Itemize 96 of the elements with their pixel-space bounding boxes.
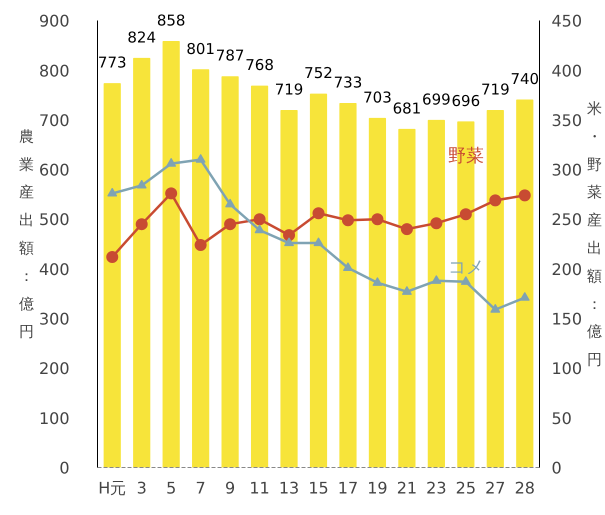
point (400, 223, 413, 236)
point (107, 188, 118, 197)
x-tick-label: 23 (426, 478, 447, 498)
data-label: 733 (334, 74, 362, 92)
data-label: 681 (392, 99, 422, 118)
point (225, 198, 236, 208)
point (283, 229, 296, 242)
text: 米・野菜産出額：億円 (587, 99, 602, 369)
point (430, 217, 442, 230)
x-tick-label: 13 (278, 478, 300, 498)
bar (310, 94, 328, 468)
y2-tick-label: 250 (552, 210, 582, 230)
bar (398, 128, 416, 468)
y-tick-label: 300 (38, 310, 70, 329)
point (136, 180, 147, 189)
point (314, 237, 324, 246)
point (402, 286, 412, 295)
y2-tick-label: 100 (552, 359, 582, 378)
data-label: 699 (422, 90, 451, 108)
y-tick-label: 700 (38, 110, 70, 130)
point (342, 214, 354, 226)
data-label: 696 (452, 92, 480, 110)
bar (162, 40, 180, 468)
y-tick-label: 400 (38, 260, 70, 279)
x-tick-label: 25 (456, 478, 476, 498)
data-label: 703 (363, 88, 392, 106)
x-tick-label: 3 (136, 478, 147, 498)
point (371, 213, 384, 226)
data-label: 768 (245, 56, 274, 74)
y2-tick-label: 50 (552, 408, 572, 428)
point (136, 218, 148, 230)
y-tick-label: 800 (38, 61, 70, 80)
x-tick-label: 9 (225, 478, 236, 498)
bar (133, 58, 150, 468)
point (518, 189, 531, 202)
point (106, 250, 118, 263)
bar (104, 83, 121, 468)
data-label: 824 (127, 28, 156, 46)
y-tick-label: 900 (38, 12, 70, 31)
y2-tick-label: 300 (552, 160, 582, 180)
y-tick-label: 500 (38, 210, 70, 230)
y-tick-label: 200 (38, 359, 70, 378)
point (489, 194, 502, 206)
x-tick-label: 21 (396, 478, 418, 498)
x-tick-label: 28 (514, 478, 535, 498)
point (520, 292, 530, 301)
point (460, 208, 472, 220)
point (224, 218, 236, 230)
bar (280, 110, 298, 468)
x-tick-label: 11 (249, 478, 270, 498)
data-label: 719 (480, 80, 510, 98)
point (254, 213, 266, 226)
data-label: 801 (186, 40, 215, 58)
bar (486, 110, 504, 468)
point (431, 275, 442, 284)
bar (368, 118, 386, 468)
point (194, 239, 207, 252)
y-tick-label: 100 (38, 408, 70, 428)
bar (192, 69, 210, 468)
y2-tick-label: 200 (552, 260, 582, 279)
y2-tick-label: 400 (552, 61, 582, 80)
y2-tick-label: 450 (552, 12, 582, 31)
data-label: 858 (156, 11, 186, 30)
y2-tick-label: 350 (552, 110, 582, 130)
point (196, 154, 206, 163)
y2-tick-label: 0 (552, 458, 562, 478)
bar (516, 100, 534, 468)
data-label: 719 (274, 80, 304, 98)
point (342, 262, 353, 271)
point (490, 304, 500, 313)
x-tick-label: 15 (308, 478, 329, 498)
point (166, 158, 176, 167)
y-tick-label: 0 (59, 458, 70, 478)
data-label: 740 (510, 70, 540, 88)
bar (250, 86, 268, 468)
data-label: 752 (304, 64, 333, 82)
x-tick-label: 17 (338, 478, 358, 498)
x-tick-label: 5 (166, 478, 176, 498)
y-axis-title: 農業産出額：億円 (18, 127, 34, 341)
y-tick-label: 600 (38, 160, 70, 180)
x-tick-label: 19 (367, 478, 388, 498)
bar (339, 103, 357, 468)
bar (428, 120, 445, 468)
point (312, 207, 324, 220)
point (460, 276, 471, 285)
x-tick-label: 27 (485, 478, 506, 498)
y2-tick-label: 150 (552, 310, 582, 329)
x-tick-label: 7 (196, 478, 206, 498)
data-label: 787 (216, 46, 244, 65)
point (165, 187, 178, 200)
bar (221, 76, 239, 468)
point (254, 224, 265, 234)
x-tick-label: H元 (98, 478, 126, 498)
data-label: 773 (98, 54, 127, 72)
point (284, 237, 294, 246)
point (372, 277, 382, 286)
